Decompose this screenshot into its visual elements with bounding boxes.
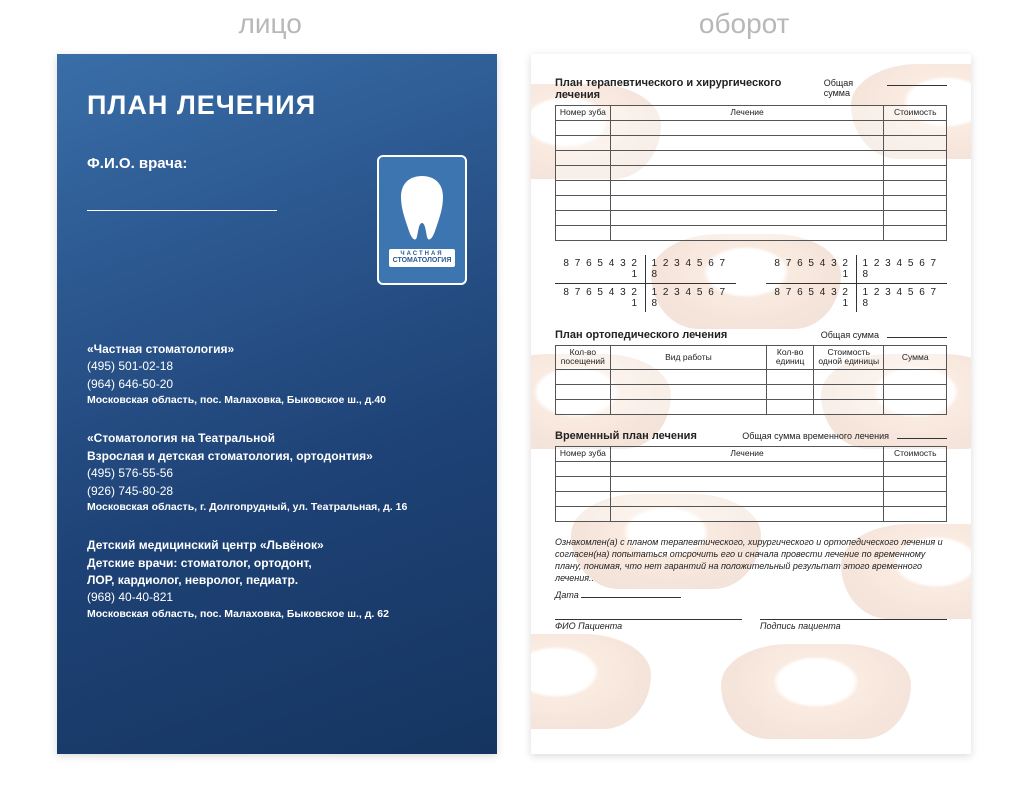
clinic-block: Детский медицинский центр «Львёнок»Детск…: [87, 537, 467, 622]
table-row: [556, 226, 947, 241]
section3-table: Номер зубаЛечениеСтоимость: [555, 446, 947, 522]
doctor-label: Ф.И.О. врача:: [87, 155, 357, 172]
teeth-ul-2: 1 2 3 4 5 6 7 8: [857, 255, 948, 284]
section1-title: План терапевтического и хирургического л…: [555, 77, 816, 101]
table-header: Сумма: [884, 346, 947, 370]
table-row: [556, 121, 947, 136]
section1-total-line: [887, 76, 947, 86]
table-header: Кол-во посещений: [556, 346, 611, 370]
table-row: [556, 384, 947, 399]
table-header: Стоимость: [884, 106, 947, 121]
table-header: Вид работы: [610, 346, 766, 370]
section2-table: Кол-во посещенийВид работыКол-во единицС…: [555, 345, 947, 415]
doctor-name-line: [87, 210, 277, 211]
section1-table: Номер зубаЛечениеСтоимость: [555, 105, 947, 241]
table-row: [556, 136, 947, 151]
teeth-lr-2: 8 7 6 5 4 3 2 1: [766, 284, 857, 312]
table-row: [556, 196, 947, 211]
table-row: [556, 399, 947, 414]
table-row: [556, 476, 947, 491]
clinics-list: «Частная стоматология»(495) 501-02-18(96…: [87, 341, 467, 622]
section1-total-label: Общая сумма: [824, 78, 879, 98]
table-header: Стоимость одной единицы: [814, 346, 884, 370]
table-row: [556, 151, 947, 166]
patient-sign-line: [760, 610, 947, 620]
teeth-ul-1: 1 2 3 4 5 6 7 8: [646, 255, 737, 284]
patient-sign-label: Подпись пациента: [760, 621, 841, 631]
logo-text-big: СТОМАТОЛОГИЯ: [393, 257, 452, 264]
label-back: оборот: [699, 8, 790, 40]
section2-total-line: [887, 328, 947, 338]
clinic-block: «Частная стоматология»(495) 501-02-18(96…: [87, 341, 467, 408]
section3-total-label: Общая сумма временного лечения: [742, 431, 889, 441]
teeth-ll-1: 1 2 3 4 5 6 7 8: [646, 284, 737, 312]
table-header: Кол-во единиц: [767, 346, 814, 370]
date-line: [581, 588, 681, 598]
teeth-ur-2: 8 7 6 5 4 3 2 1: [766, 255, 857, 284]
tooth-icon: [394, 173, 450, 243]
table-row: [556, 461, 947, 476]
clinic-block: «Стоматология на ТеатральнойВзрослая и д…: [87, 430, 467, 515]
table-header: Номер зуба: [556, 446, 611, 461]
table-row: [556, 491, 947, 506]
table-header: Стоимость: [884, 446, 947, 461]
back-page: План терапевтического и хирургического л…: [531, 54, 971, 754]
front-page: ПЛАН ЛЕЧЕНИЯ Ф.И.О. врача: ЧАСТНАЯ СТОМА…: [57, 54, 497, 754]
table-row: [556, 166, 947, 181]
table-header: Номер зуба: [556, 106, 611, 121]
section3-title: Временный план лечения: [555, 430, 697, 442]
date-label: Дата: [555, 590, 579, 600]
patient-name-label: ФИО Пациента: [555, 621, 622, 631]
teeth-lr-1: 8 7 6 5 4 3 2 1: [555, 284, 646, 312]
patient-name-line: [555, 610, 742, 620]
section2-total-label: Общая сумма: [821, 330, 879, 340]
teeth-ll-2: 1 2 3 4 5 6 7 8: [857, 284, 948, 312]
table-row: [556, 369, 947, 384]
table-row: [556, 211, 947, 226]
section3-total-line: [897, 429, 947, 439]
table-header: Лечение: [610, 106, 884, 121]
consent-text: Ознакомлен(а) с планом терапевтического,…: [555, 536, 947, 585]
logo-text-small: ЧАСТНАЯ: [393, 251, 452, 258]
teeth-diagram: 8 7 6 5 4 3 2 1 1 2 3 4 5 6 7 8 8 7 6 5 …: [555, 255, 947, 312]
clinic-logo: ЧАСТНАЯ СТОМАТОЛОГИЯ: [377, 155, 467, 285]
teeth-ur-1: 8 7 6 5 4 3 2 1: [555, 255, 646, 284]
label-front: лицо: [239, 8, 302, 40]
front-title: ПЛАН ЛЕЧЕНИЯ: [87, 90, 467, 121]
table-row: [556, 506, 947, 521]
table-header: Лечение: [610, 446, 884, 461]
table-row: [556, 181, 947, 196]
section2-title: План ортопедического лечения: [555, 329, 727, 341]
